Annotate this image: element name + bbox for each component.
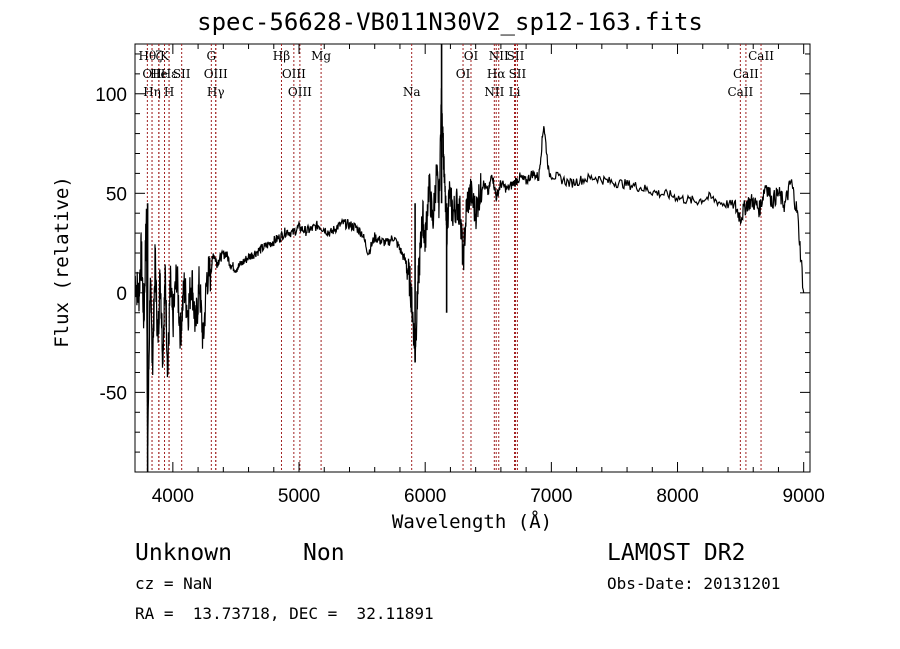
x-axis-ticks: 4000 5000 6000 7000 8000 9000 — [152, 44, 825, 507]
redshift-label: cz = NaN — [135, 574, 213, 593]
emission-line-markers — [146, 44, 762, 472]
x-tick-label: 8000 — [656, 486, 698, 507]
x-tick-label: 7000 — [530, 486, 572, 507]
emission-line-label: Li — [509, 85, 521, 99]
emission-line-label: Hα — [487, 67, 506, 81]
emission-line-label: Hβ — [273, 49, 290, 63]
emission-line-label: SII — [509, 67, 527, 81]
x-tick-label: 6000 — [404, 486, 446, 507]
emission-line-label: OIII — [288, 85, 312, 99]
emission-line-label: OIII — [204, 67, 228, 81]
plot-frame — [134, 43, 811, 473]
emission-line-label: ζ — [156, 49, 163, 63]
y-tick-label: 100 — [95, 85, 127, 106]
y-axis-ticks: -50 0 50 100 — [95, 53, 810, 453]
emission-line-label: NII — [484, 85, 504, 99]
observation-date-label: Obs-Date: 20131201 — [607, 574, 781, 593]
emission-line-label: OI — [464, 49, 479, 63]
spectrum-line — [134, 88, 805, 446]
survey-label: LAMOST DR2 — [607, 540, 746, 566]
coordinates-label: RA = 13.73718, DEC = 32.11891 — [135, 604, 434, 623]
y-tick-label: 50 — [106, 184, 127, 205]
emission-line-label: K — [160, 49, 170, 63]
x-tick-label: 9000 — [783, 486, 825, 507]
emission-line-label: CaII — [733, 67, 759, 81]
y-tick-label: -50 — [100, 383, 127, 404]
emission-line-label: Mg — [311, 49, 331, 63]
emission-line-label: CaII — [727, 85, 753, 99]
emission-line-label: G — [207, 49, 217, 63]
emission-line-label: He — [150, 67, 168, 81]
x-axis-label: Wavelength (Å) — [392, 510, 552, 533]
emission-line-label: Hη — [143, 85, 161, 99]
y-axis-label: Flux (relative) — [51, 176, 73, 348]
emission-line-label: CaII — [748, 49, 774, 63]
emission-line-label: OII — [142, 67, 162, 81]
emission-line-label: Hε — [161, 67, 178, 81]
classification-label: Unknown — [135, 540, 232, 566]
spectrum-spikes — [146, 44, 448, 472]
emission-line-label: SII — [173, 67, 191, 81]
emission-line-label: Hθ — [139, 49, 157, 63]
emission-line-labels: HθOIIHηHeζKHHεSIIGOIIIHγHβOIIIOIIIMgNaOI… — [139, 49, 775, 99]
y-tick-label: 0 — [116, 284, 127, 305]
x-tick-label: 4000 — [152, 486, 194, 507]
emission-line-label: Hγ — [207, 85, 225, 99]
chart-title: spec-56628-VB011N30V2_sp12-163.fits — [197, 8, 703, 36]
emission-line-label: OI — [456, 67, 471, 81]
emission-line-label: Na — [403, 85, 421, 99]
emission-line-label: SII — [507, 49, 525, 63]
emission-line-label: H — [164, 85, 174, 99]
emission-line-label: NII — [489, 49, 509, 63]
emission-line-label: OIII — [282, 67, 306, 81]
subclass-label: Non — [303, 540, 345, 566]
x-tick-label: 5000 — [278, 486, 320, 507]
